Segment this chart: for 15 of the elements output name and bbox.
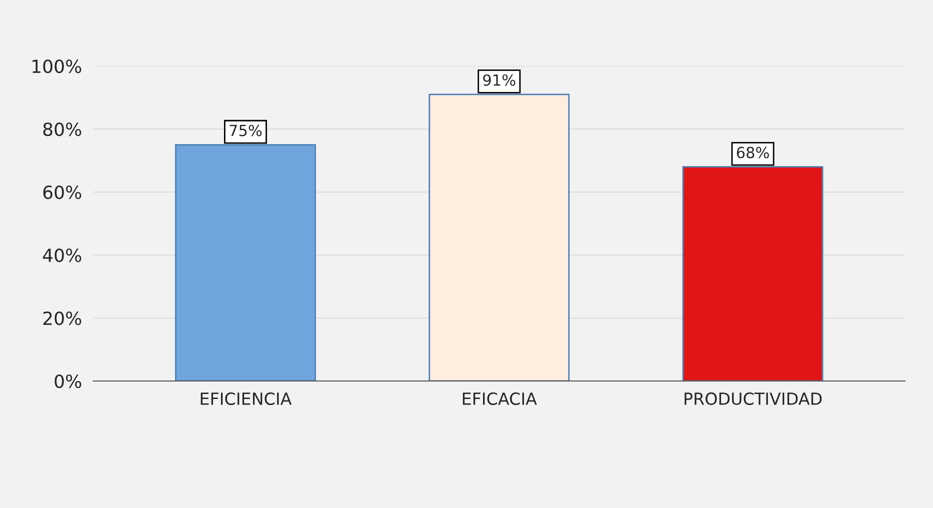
- y-tick-label: 80%: [43, 122, 82, 136]
- y-tick-label: 100%: [32, 60, 82, 74]
- x-tick-label: EFICACIA: [462, 392, 537, 406]
- y-tick-label: 40%: [42, 248, 82, 262]
- y-tick-label: 60%: [43, 185, 82, 200]
- data-label: 68%: [736, 146, 769, 158]
- data-label: 75%: [230, 124, 262, 136]
- bar: [682, 166, 824, 381]
- data-label: 91%: [483, 74, 516, 86]
- bar: [175, 144, 316, 381]
- y-tick-label: 0%: [54, 374, 82, 388]
- x-tick-label: EFICIENCIA: [200, 392, 292, 406]
- y-tick-label: 20%: [43, 311, 82, 326]
- bar: [428, 94, 570, 381]
- x-tick-label: PRODUCTIVIDAD: [684, 392, 822, 406]
